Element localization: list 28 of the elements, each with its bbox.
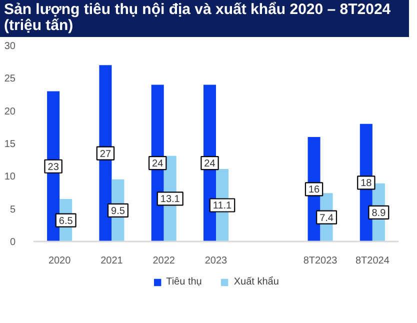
y-tick-label: 0: [10, 237, 16, 248]
data-label: 8.9: [372, 208, 386, 219]
data-label: 18: [360, 178, 372, 190]
data-label: 24: [152, 158, 164, 170]
data-label: 6.5: [58, 216, 74, 227]
data-label: 7.4: [320, 212, 334, 224]
y-tick-label: 10: [4, 172, 16, 183]
data-label: 23: [48, 162, 60, 173]
x-tick-label: 2023: [204, 256, 228, 266]
y-tick-label: 25: [4, 74, 16, 85]
data-label: 9.5: [111, 206, 126, 217]
chart-title: Sản lượng tiêu thụ nội địa và xuất khẩu 2020 – 8T2024 (triệu tấn): [4, 1, 392, 34]
legend-label: Xuất khẩu: [234, 276, 279, 288]
x-tick-label: 8T2024: [355, 256, 390, 266]
y-tick-label: 15: [4, 139, 16, 150]
data-label: 13.1: [160, 194, 180, 206]
x-tick-label: 2021: [100, 256, 124, 266]
data-label: 24: [204, 158, 216, 170]
data-label: 16: [308, 184, 320, 196]
legend-label: Tiêu thụ: [166, 276, 202, 288]
y-tick-label: 20: [4, 106, 16, 118]
data-label: 11.1: [212, 200, 232, 212]
x-tick-label: 2022: [152, 256, 176, 266]
x-tick-label: 2020: [48, 256, 72, 266]
y-tick-label: 30: [4, 41, 16, 52]
x-tick-label: 8T2023: [303, 256, 338, 266]
data-label: 27: [100, 148, 112, 160]
y-tick-label: 5: [10, 204, 16, 216]
